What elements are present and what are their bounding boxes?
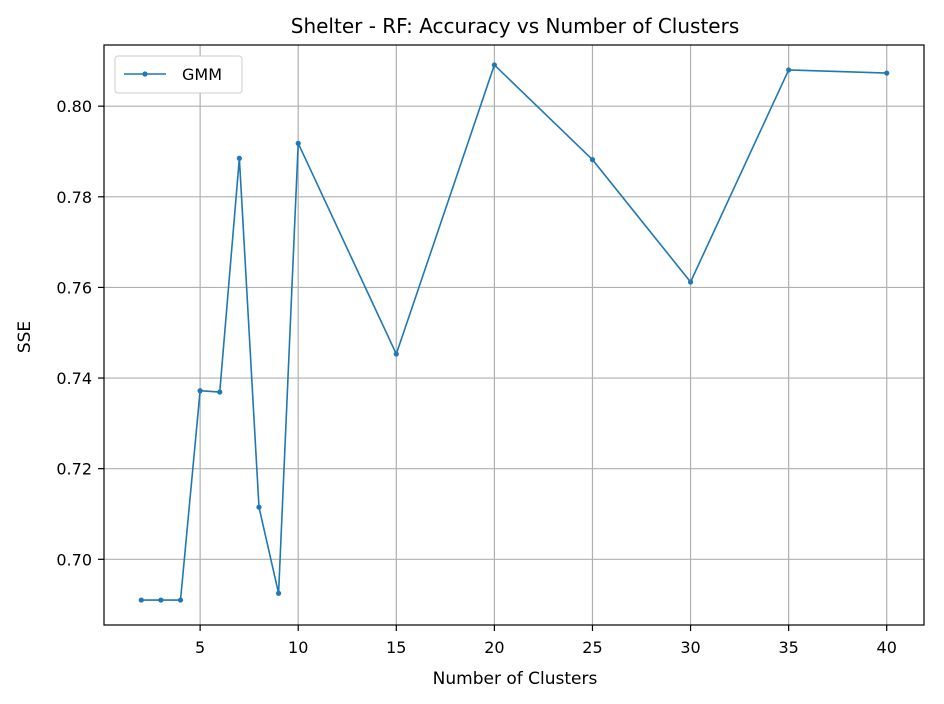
data-point xyxy=(138,597,144,603)
data-point xyxy=(197,388,203,394)
grid xyxy=(104,45,924,625)
y-tick-label: 0.74 xyxy=(56,369,92,388)
y-axis: 0.70 0.72 0.74 0.76 0.78 0.80 xyxy=(56,97,104,569)
plot-frame xyxy=(103,44,925,626)
data-point xyxy=(491,62,497,68)
data-point xyxy=(177,597,184,603)
x-axis-label: Number of Clusters xyxy=(433,669,598,689)
chart-title: Shelter - RF: Accuracy vs Number of Clus… xyxy=(291,14,740,38)
x-tick-label: 15 xyxy=(386,638,406,657)
x-tick-label: 35 xyxy=(778,638,798,657)
y-tick-label: 0.78 xyxy=(56,188,92,207)
y-tick-label: 0.76 xyxy=(56,278,92,297)
data-point xyxy=(158,597,164,603)
x-tick-label: 40 xyxy=(877,638,897,657)
y-tick-label: 0.80 xyxy=(56,97,92,116)
legend-box xyxy=(114,55,243,94)
x-tick-label: 10 xyxy=(288,638,308,657)
data-point xyxy=(295,140,301,146)
x-tick-label: 30 xyxy=(680,638,700,657)
y-tick-label: 0.72 xyxy=(56,460,92,479)
data-point xyxy=(393,351,399,357)
y-axis-label: SSE xyxy=(15,321,35,353)
data-point xyxy=(217,389,223,395)
legend-label-gmm: GMM xyxy=(182,65,222,84)
legend: GMM xyxy=(114,55,243,94)
data-point xyxy=(687,279,694,285)
data-point xyxy=(589,157,596,163)
series-layer xyxy=(138,62,890,603)
x-tick-label: 20 xyxy=(484,638,504,657)
x-tick-label: 25 xyxy=(582,638,602,657)
x-tick-label: 5 xyxy=(195,638,205,657)
y-tick-label: 0.70 xyxy=(56,550,92,569)
data-point xyxy=(884,70,890,76)
series-line-gmm xyxy=(141,64,887,601)
legend-marker-gmm xyxy=(142,71,148,77)
x-axis: 5 10 15 20 25 30 35 40 xyxy=(195,625,897,657)
data-point xyxy=(786,67,792,73)
data-point xyxy=(275,590,282,596)
data-point xyxy=(236,155,242,161)
data-point xyxy=(256,504,262,510)
